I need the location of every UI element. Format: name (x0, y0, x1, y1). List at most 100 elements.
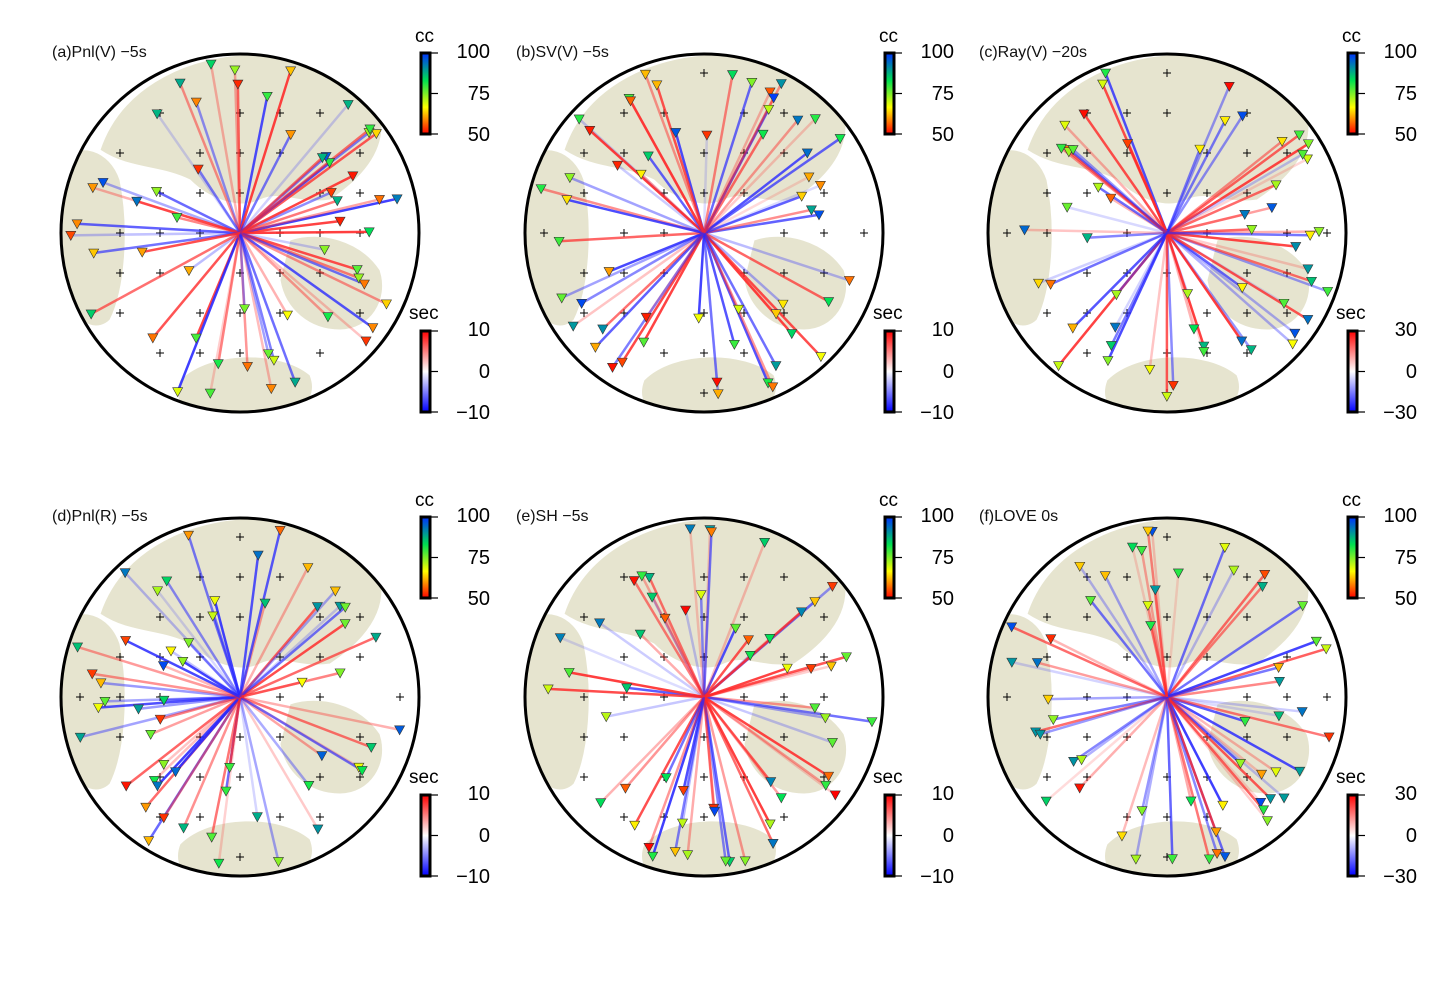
station-triangle (1239, 717, 1251, 727)
ray-path (1165, 120, 1227, 234)
ray-path (1106, 232, 1169, 362)
ray-path (1165, 569, 1235, 698)
station-triangle (1122, 139, 1134, 150)
station-triangle (1074, 783, 1086, 794)
station-triangle (365, 742, 377, 753)
station-triangle (1245, 345, 1257, 356)
station-triangle (87, 183, 99, 194)
grid-cross (236, 853, 244, 861)
station-triangle (1234, 758, 1246, 769)
grid-cross (1203, 309, 1211, 317)
ray-path (188, 231, 241, 272)
station-triangle (561, 195, 573, 206)
ray-path (238, 554, 260, 698)
station-triangle (151, 187, 163, 197)
station-triangle (190, 97, 202, 108)
station-triangle (746, 78, 758, 88)
ray-path (238, 70, 292, 234)
station-triangle (1264, 794, 1277, 805)
station-triangle (829, 790, 841, 801)
grid-cross (1083, 149, 1091, 157)
station-triangle (151, 781, 163, 792)
station-triangle (606, 362, 619, 373)
grid-cross (116, 309, 124, 317)
station-triangle (554, 633, 566, 644)
cc-tick: 50 (1394, 124, 1417, 146)
map-panel: (c)Ray(V) −20s cc 100 75 50 sec 30 0 −30 (967, 26, 1430, 493)
grid-cross (1283, 149, 1291, 157)
station-triangle (120, 781, 132, 792)
ray-path (1078, 696, 1168, 789)
grid-cross (1083, 773, 1091, 781)
station-triangle (360, 336, 372, 347)
ray-path (228, 696, 242, 768)
station-triangle (224, 763, 236, 773)
landmass (177, 820, 313, 876)
station-triangle (183, 266, 195, 277)
station-triangle (815, 352, 827, 363)
panel-title: (c)Ray(V) −20s (979, 44, 1088, 61)
grid-cross (1243, 693, 1251, 701)
station-triangle (757, 129, 769, 140)
ray-path (70, 231, 241, 237)
station-triangle (775, 793, 787, 804)
map-panel: (a)Pnl(V) −5s cc 100 75 50 sec 10 0 −10 (40, 26, 503, 493)
ray-path (588, 129, 705, 234)
station-triangle (542, 684, 554, 695)
station-triangle (1045, 279, 1057, 290)
station-triangle (190, 333, 202, 344)
sec-tick: 10 (467, 783, 490, 805)
map-svg (986, 51, 1365, 414)
sec-tick: 10 (467, 319, 490, 341)
station-triangle (1289, 328, 1301, 339)
grid-cross (316, 773, 324, 781)
grid-cross (236, 773, 244, 781)
station-triangle (611, 160, 624, 171)
grid-cross (620, 693, 628, 701)
ray-path (238, 232, 297, 383)
station-triangle (319, 245, 331, 256)
landmass (99, 518, 383, 669)
panel-title: (a)Pnl(V) −5s (52, 44, 147, 61)
station-triangle (813, 210, 825, 221)
station-triangle (1006, 657, 1018, 668)
grid-cross (196, 773, 204, 781)
ray-path (703, 137, 841, 235)
station-triangle (759, 537, 771, 548)
station-triangle (85, 309, 97, 320)
station-triangle (274, 525, 286, 536)
station-triangle (1182, 289, 1194, 300)
ray-path (1165, 696, 1224, 806)
ray-path (238, 696, 280, 862)
grid-cross (236, 533, 244, 541)
grid-cross (1043, 229, 1051, 237)
ray-path (1166, 142, 1310, 235)
station-triangle (316, 153, 328, 164)
station-triangle (809, 703, 821, 714)
ray-path (702, 91, 772, 234)
ray-path (98, 695, 241, 709)
station-triangle (1290, 242, 1302, 253)
ray-path (1165, 546, 1226, 698)
landmass (988, 613, 1053, 791)
grid-cross (540, 229, 548, 237)
ray-path (598, 621, 705, 699)
map-boundary (986, 516, 1348, 878)
station-triangle (373, 195, 385, 206)
grid-cross (156, 613, 164, 621)
ray-path (159, 695, 241, 721)
ray-path (239, 232, 329, 318)
ray-path (238, 232, 246, 309)
ray-path (684, 609, 706, 698)
ray-path (633, 696, 706, 826)
sec-tick: −10 (920, 402, 954, 424)
ray-path (239, 695, 372, 749)
sec-tick: −10 (456, 402, 490, 424)
station-triangle (1161, 391, 1173, 402)
station-triangle (1322, 287, 1334, 297)
ray-path (239, 622, 346, 699)
ray-path (605, 695, 705, 718)
ray-path (702, 696, 747, 862)
station-triangle (136, 247, 148, 258)
station-triangle (600, 712, 612, 723)
